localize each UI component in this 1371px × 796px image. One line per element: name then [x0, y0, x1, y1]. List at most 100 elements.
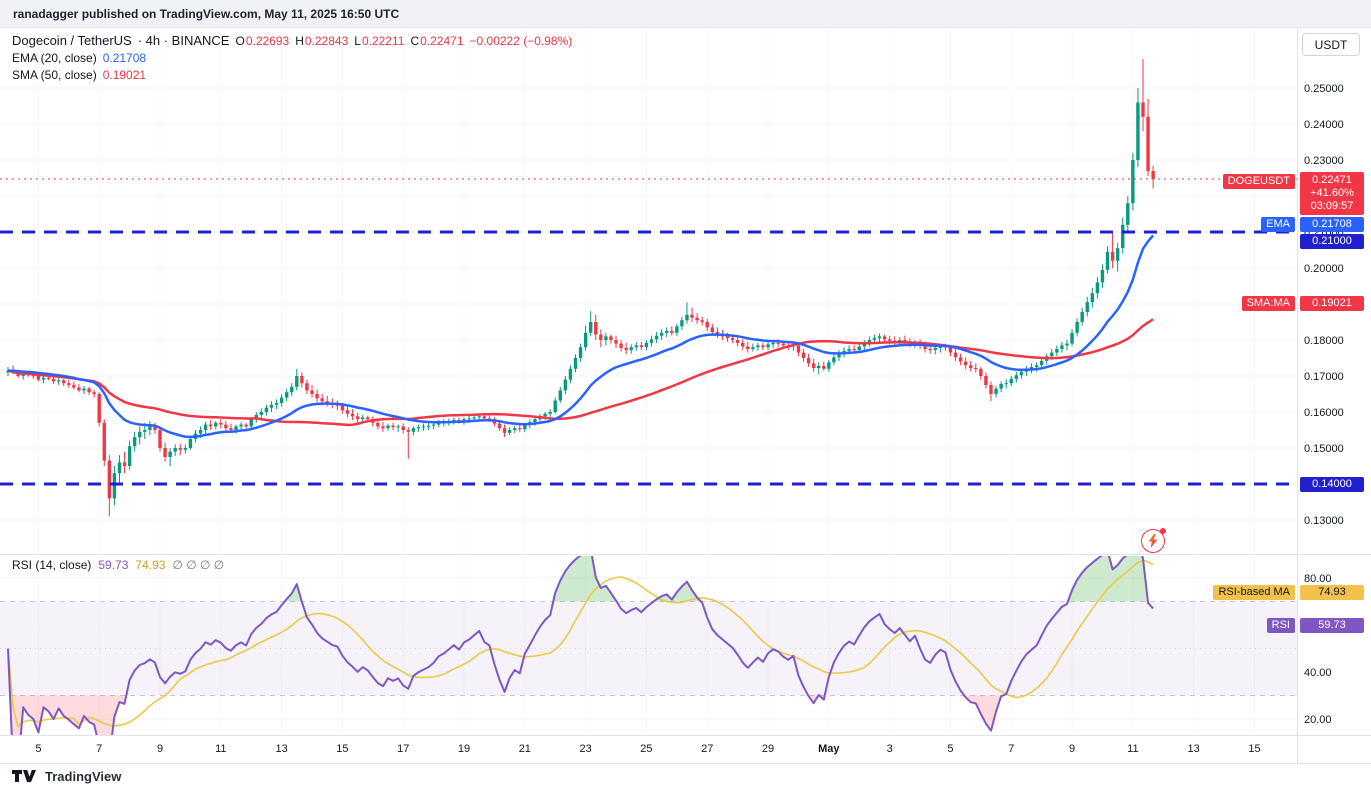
currency-toggle-button[interactable]: USDT	[1302, 33, 1360, 56]
rsi-legend-row[interactable]: RSI (14, close) 59.73 74.93 ∅ ∅ ∅ ∅	[12, 558, 224, 572]
x-axis-tick: 9	[157, 743, 163, 755]
level-014000-axis-badge[interactable]: 0.14000	[1300, 477, 1364, 492]
candle-body	[705, 322, 709, 328]
candle-body	[887, 339, 892, 341]
publish-info-text: ranadagger published on TradingView.com,…	[13, 6, 400, 21]
candle-body	[771, 342, 775, 345]
rsi-oversold-fill	[10, 695, 127, 735]
candle-body	[543, 413, 547, 417]
candle-body	[1034, 365, 1039, 367]
candle-body	[644, 342, 649, 348]
candle-body	[117, 462, 122, 474]
candle-body	[741, 342, 745, 347]
candle-body	[624, 347, 628, 351]
candle-body	[345, 410, 350, 414]
candle-body	[710, 327, 715, 333]
candle-body	[1050, 352, 1054, 357]
level-021000-axis-badge[interactable]: 0.21000	[1300, 234, 1364, 249]
candle-body	[431, 424, 436, 426]
candle-body	[1151, 171, 1155, 180]
candle-body	[670, 331, 674, 333]
symbol-title[interactable]: Dogecoin / TetherUS	[12, 33, 132, 48]
sma-line	[7, 318, 1154, 427]
candle-body	[877, 336, 882, 339]
candle-body	[963, 361, 968, 366]
candle-body	[406, 430, 410, 432]
candle-body	[173, 448, 177, 452]
candle-body	[654, 335, 659, 340]
candle-body	[188, 439, 193, 448]
candle-body	[396, 426, 400, 428]
x-axis-tick: 19	[458, 743, 470, 755]
ohlc-open-label: O	[235, 33, 245, 48]
candle-body	[360, 417, 365, 420]
candle-body	[219, 422, 223, 425]
candle-body	[244, 424, 248, 427]
candle-body	[811, 363, 816, 369]
candle-body	[249, 419, 253, 427]
candle-body	[974, 368, 978, 370]
rsi-chart-label[interactable]: RSI	[1266, 618, 1295, 633]
candle-body	[512, 428, 517, 430]
sma-indicator-label[interactable]: SMA (50, close)	[12, 67, 97, 82]
candle-body	[107, 460, 112, 499]
y-axis-tick: 0.17000	[1304, 371, 1344, 383]
rsi-axis-badge[interactable]: 59.73	[1300, 618, 1364, 633]
candle-body	[132, 437, 137, 447]
sma-chart-label[interactable]: SMA:MA	[1241, 296, 1295, 311]
rsi-axis-tick: 40.00	[1304, 667, 1332, 679]
candle-body	[533, 419, 537, 423]
symbol-chart-label[interactable]: DOGEUSDT	[1222, 174, 1295, 189]
x-axis-tick: 27	[701, 743, 713, 755]
rsi-axis-tick: 20.00	[1304, 714, 1332, 726]
lightning-bolt-icon	[1148, 534, 1158, 548]
ema-chart-label[interactable]: EMA	[1261, 217, 1295, 232]
candle-body	[685, 314, 689, 321]
tradingview-logo-icon	[12, 770, 36, 782]
candle-body	[867, 340, 872, 343]
ema-legend-row[interactable]: EMA (20, close) 0.21708	[12, 49, 572, 66]
candle-body	[989, 385, 993, 394]
sma-legend-row[interactable]: SMA (50, close) 0.19021	[12, 66, 572, 83]
candle-body	[969, 365, 973, 369]
candle-body	[573, 358, 578, 369]
y-axis-tick: 0.24000	[1304, 119, 1344, 131]
symbol-legend-row[interactable]: Dogecoin / TetherUS · 4h · BINANCE O 0.22…	[12, 32, 572, 49]
quick-action-lightning-icon[interactable]	[1141, 528, 1166, 553]
candle-body	[279, 397, 284, 403]
candle-body	[776, 342, 780, 344]
candle-body	[1095, 282, 1100, 294]
ema-axis-badge[interactable]: 0.21708	[1300, 217, 1364, 232]
price-change: −0.00222 (−0.98%)	[469, 33, 573, 48]
candle-body	[224, 424, 228, 429]
candle-body	[87, 388, 91, 393]
candle-body	[1075, 322, 1079, 333]
ema-indicator-label[interactable]: EMA (20, close)	[12, 50, 97, 65]
rsi-indicator-label[interactable]: RSI (14, close)	[12, 558, 92, 572]
candle-body	[203, 424, 208, 430]
rsi-line	[7, 556, 1154, 735]
x-axis-tick: 5	[947, 743, 953, 755]
symbol-price-axis-badge[interactable]: 0.22471 +41.60% 03:09:57	[1300, 172, 1364, 215]
rsi-ma-axis-badge[interactable]: 74.93	[1300, 585, 1364, 600]
rsi-ma-chart-label[interactable]: RSI-based MA	[1213, 585, 1295, 600]
candle-body	[1055, 349, 1059, 353]
candle-body	[994, 388, 998, 394]
x-axis-tick: 23	[580, 743, 592, 755]
candle-body	[675, 326, 679, 333]
candle-body	[426, 425, 431, 427]
candle-body	[416, 427, 421, 429]
tradingview-logo[interactable]: TradingView	[12, 767, 121, 785]
candle-body	[153, 426, 157, 430]
candle-body	[320, 398, 324, 402]
sma-axis-badge[interactable]: 0.19021	[1300, 296, 1364, 311]
candle-body	[127, 446, 132, 466]
candle-body	[903, 340, 907, 342]
x-axis-tick: 9	[1069, 743, 1075, 755]
x-axis-tick: 17	[397, 743, 409, 755]
candle-body	[315, 394, 319, 399]
candle-body	[629, 347, 633, 351]
chart-legend: Dogecoin / TetherUS · 4h · BINANCE O 0.22…	[12, 32, 572, 83]
candle-body	[604, 336, 608, 340]
